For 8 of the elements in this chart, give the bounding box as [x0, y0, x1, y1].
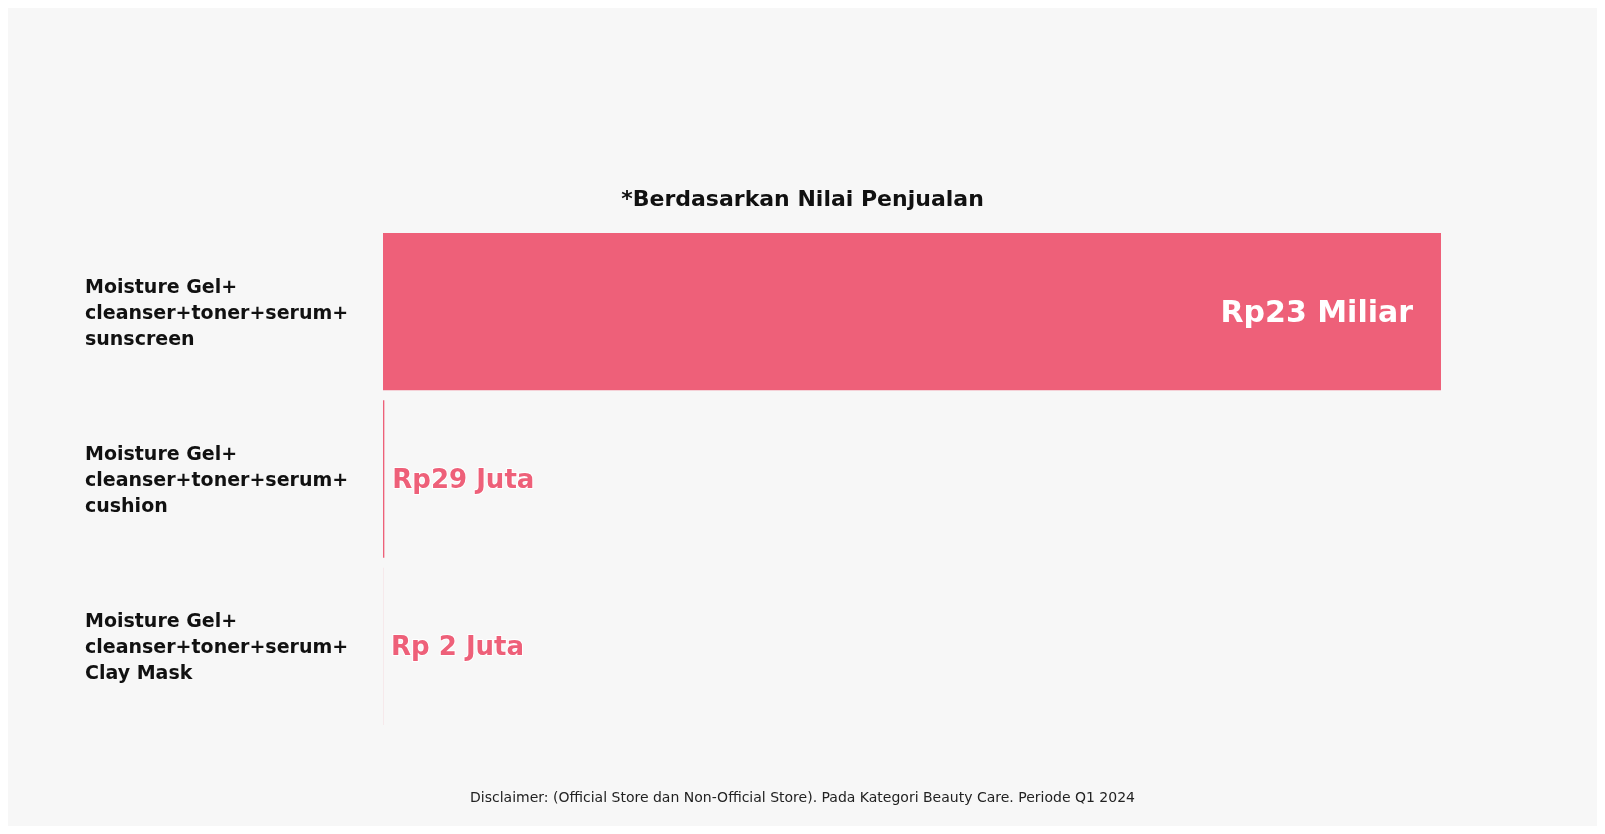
data-label: Rp23 Miliar: [1220, 294, 1414, 330]
text: Disclaimer: (Official Store dan Non-Official Store). Pada Kategori Beauty Care. Periode Q1 2024: [470, 789, 1136, 805]
y-tick-label: Moisture Gel+ cleanser+toner+serum+ sunscreen: [85, 274, 355, 349]
data-label: Rp 2 Juta: [391, 631, 525, 662]
y-tick-label: Moisture Gel+ cleanser+toner+serum+Clay Mask: [85, 609, 349, 684]
chart-title: *Berdasarkan Nilai Penjualan: [621, 185, 984, 211]
data-label: Rp29 Juta: [392, 464, 535, 494]
y-tick-label: Moisture Gel+ cleanser+toner+serum+ cushion: [85, 442, 355, 516]
